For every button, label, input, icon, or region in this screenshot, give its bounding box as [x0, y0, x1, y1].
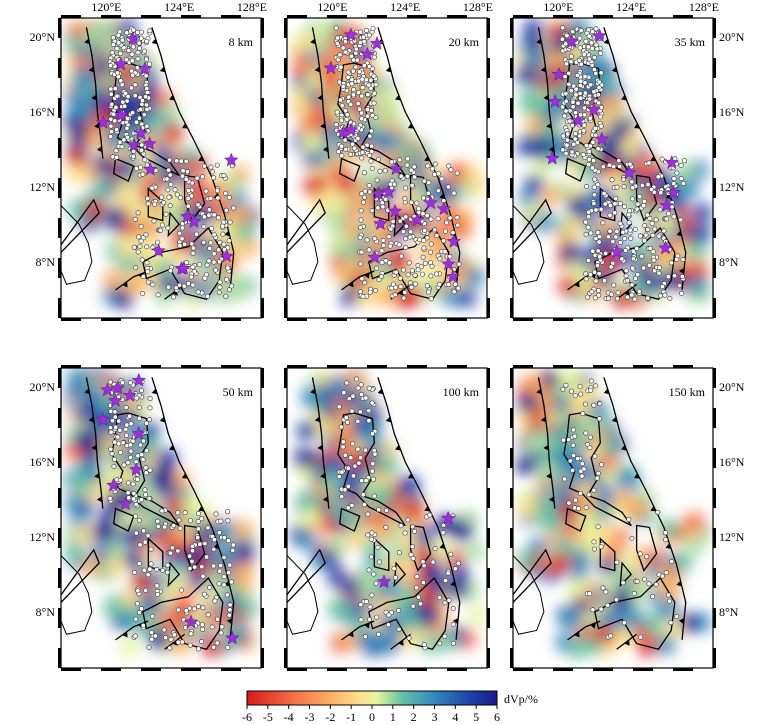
lat-tick-label: 16°N	[30, 105, 56, 119]
lon-tick-label: 120°E	[91, 0, 121, 14]
lon-tick-label: 120°E	[543, 0, 573, 14]
earthquake-markers	[107, 378, 236, 652]
lon-tick-label: 124°E	[164, 0, 194, 14]
depth-label: 35 km	[675, 35, 706, 49]
colorbar: -6 -5 -4 -3 -2 -1 0 1 2 3 4 5 6 dVp/%	[242, 690, 538, 724]
lat-tick-label: 8°N	[36, 605, 56, 619]
map-panel-1: 8 km 120°E 124°E 128°E 20°N 16°N 12°N 8°N	[30, 0, 267, 321]
depth-label: 150 km	[669, 385, 706, 399]
trench-lines	[310, 377, 461, 650]
velocity-anomaly-field	[517, 370, 711, 659]
colorbar-tick-label: 3	[432, 710, 438, 724]
lat-tick-label: 12°N	[30, 530, 56, 544]
depth-label: 8 km	[229, 35, 254, 49]
volcano-markers	[545, 28, 681, 259]
lat-tick-label: 16°N	[719, 105, 745, 119]
colorbar-tick-label: 0	[369, 710, 375, 724]
lat-tick-label: 8°N	[719, 605, 739, 619]
lat-tick-label: 20°N	[30, 380, 56, 394]
depth-label: 50 km	[223, 385, 254, 399]
coastline	[513, 412, 676, 651]
colorbar-tick-label: 1	[390, 710, 396, 724]
map-panel-6: 150 km 20°N 16°N 12°N 8°N	[510, 365, 745, 671]
colorbar-tick-label: -2	[325, 710, 335, 724]
trench-lines	[536, 377, 687, 650]
colorbar-tick-label: 5	[473, 710, 479, 724]
colorbar-tick-label: -5	[263, 710, 273, 724]
lat-tick-label: 12°N	[719, 530, 745, 544]
earthquake-markers	[559, 25, 688, 302]
colorbar-tick-label: 4	[452, 710, 458, 724]
depth-label: 20 km	[449, 35, 480, 49]
map-panel-3: 35 km 120°E 124°E 128°E 20°N 16°N 12°N 8°N	[510, 0, 745, 321]
earthquake-markers	[336, 376, 461, 651]
colorbar-tick-label: -1	[346, 710, 356, 724]
volcano-markers	[376, 510, 456, 589]
lon-tick-label: 120°E	[317, 0, 347, 14]
depth-label: 100 km	[443, 385, 480, 399]
velocity-anomaly-field	[64, 368, 257, 657]
lon-tick-label: 124°E	[390, 0, 420, 14]
colorbar-tick-label: -4	[284, 710, 294, 724]
map-panel-2: 20 km 120°E 124°E 128°E	[284, 0, 493, 321]
earthquake-markers	[333, 25, 462, 302]
lon-tick-label: 124°E	[616, 0, 646, 14]
lat-tick-label: 20°N	[719, 380, 745, 394]
lon-tick-label: 128°E	[237, 0, 267, 14]
lat-tick-label: 8°N	[719, 255, 739, 269]
lat-tick-label: 12°N	[30, 180, 56, 194]
colorbar-tick-label: -6	[242, 710, 252, 724]
volcano-markers	[95, 372, 240, 645]
colorbar-title: dVp/%	[504, 692, 538, 706]
volcano-markers	[95, 31, 239, 275]
lat-tick-label: 20°N	[719, 30, 745, 44]
coastline	[61, 412, 224, 651]
colorbar-tick-label: -3	[305, 710, 315, 724]
colorbar-tick-label: 2	[411, 710, 417, 724]
colorbar-tick-label: 6	[494, 710, 500, 724]
lon-tick-label: 128°E	[689, 0, 719, 14]
lat-tick-label: 20°N	[30, 30, 56, 44]
map-panel-4: 50 km 20°N 16°N 12°N 8°N	[30, 365, 264, 671]
lat-tick-label: 12°N	[719, 180, 745, 194]
lat-tick-label: 8°N	[36, 255, 56, 269]
volcano-markers	[323, 27, 462, 284]
lat-tick-label: 16°N	[719, 455, 745, 469]
lat-tick-label: 16°N	[30, 455, 56, 469]
colorbar-ramp	[246, 690, 498, 706]
earthquake-markers	[560, 378, 680, 640]
lon-tick-label: 128°E	[463, 0, 493, 14]
map-panel-5: 100 km	[284, 365, 490, 671]
